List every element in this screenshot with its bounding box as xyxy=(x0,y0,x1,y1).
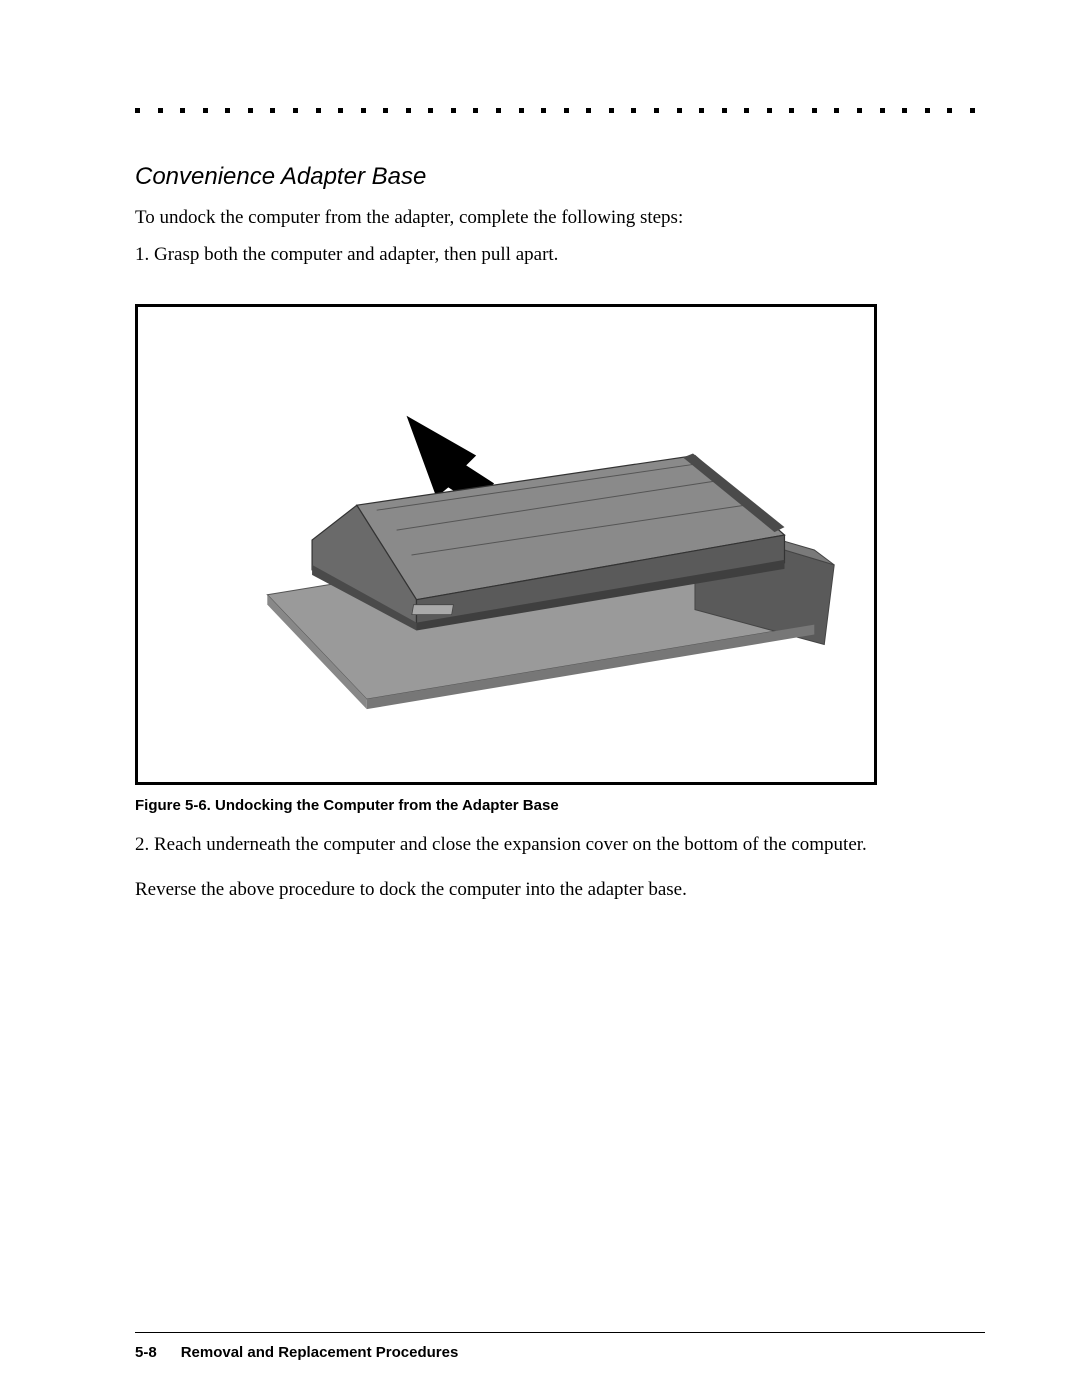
dot xyxy=(609,108,614,113)
figure-illustration xyxy=(135,304,877,785)
dot xyxy=(406,108,411,113)
dot xyxy=(203,108,208,113)
dot xyxy=(135,108,140,113)
dot xyxy=(902,108,907,113)
dot xyxy=(293,108,298,113)
dot xyxy=(541,108,546,113)
step-2: 2. Reach underneath the computer and clo… xyxy=(135,832,985,859)
dot xyxy=(270,108,275,113)
dot xyxy=(428,108,433,113)
dot xyxy=(677,108,682,113)
dot xyxy=(857,108,862,113)
dot xyxy=(248,108,253,113)
dot xyxy=(496,108,501,113)
dot xyxy=(880,108,885,113)
footer-section: Removal and Replacement Procedures xyxy=(181,1344,459,1361)
dot xyxy=(699,108,704,113)
dot xyxy=(767,108,772,113)
step-1: 1. Grasp both the computer and adapter, … xyxy=(135,242,985,269)
dot xyxy=(789,108,794,113)
footer-rule xyxy=(135,1332,985,1333)
dot xyxy=(722,108,727,113)
footer: 5-8 Removal and Replacement Procedures xyxy=(135,1344,458,1361)
dot xyxy=(654,108,659,113)
dot xyxy=(970,108,975,113)
dot xyxy=(834,108,839,113)
figure-caption: Figure 5-6. Undocking the Computer from … xyxy=(135,797,985,814)
undock-illustration xyxy=(138,305,874,785)
dot xyxy=(812,108,817,113)
dot xyxy=(158,108,163,113)
dot xyxy=(316,108,321,113)
page-number: 5-8 xyxy=(135,1344,157,1361)
dot xyxy=(564,108,569,113)
dot xyxy=(586,108,591,113)
dot xyxy=(519,108,524,113)
section-heading: Convenience Adapter Base xyxy=(135,163,985,191)
dot xyxy=(925,108,930,113)
dot xyxy=(225,108,230,113)
dotted-divider xyxy=(135,108,985,113)
dot xyxy=(631,108,636,113)
dot xyxy=(383,108,388,113)
dot xyxy=(180,108,185,113)
dot xyxy=(744,108,749,113)
intro-text: To undock the computer from the adapter,… xyxy=(135,205,985,232)
dot xyxy=(451,108,456,113)
dot xyxy=(473,108,478,113)
closing-text: Reverse the above procedure to dock the … xyxy=(135,877,985,904)
dot xyxy=(361,108,366,113)
dot xyxy=(947,108,952,113)
dot xyxy=(338,108,343,113)
